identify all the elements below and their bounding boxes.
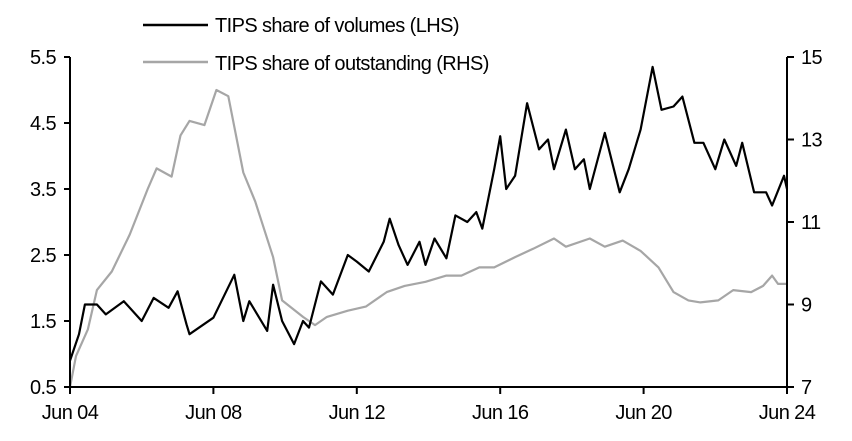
y-left-tick-label: 4.5 <box>30 113 56 135</box>
y-left-tick-label: 0.5 <box>30 377 56 399</box>
legend-label-outstanding: TIPS share of outstanding (RHS) <box>215 53 489 75</box>
y-left-tick-label: 2.5 <box>30 245 56 267</box>
x-tick-label: Jun 24 <box>759 402 816 424</box>
legend-label-volumes: TIPS share of volumes (LHS) <box>215 15 459 37</box>
y-right-tick-label: 15 <box>801 47 823 69</box>
y-right-tick-label: 9 <box>801 295 812 317</box>
legend: TIPS share of volumes (LHS) TIPS share o… <box>143 15 489 75</box>
y-right-tick-label: 11 <box>801 212 821 234</box>
x-tick-label: Jun 16 <box>472 402 529 424</box>
x-tick-label: Jun 12 <box>329 402 386 424</box>
x-tick-label: Jun 20 <box>615 402 672 424</box>
x-tick-label: Jun 08 <box>185 402 242 424</box>
series-line-outstanding <box>68 88 787 388</box>
y-left-tick-label: 5.5 <box>30 47 56 69</box>
y-left-tick-label: 3.5 <box>30 179 56 201</box>
y-right-tick-label: 13 <box>801 130 823 152</box>
series-line-volumes <box>68 65 789 361</box>
y-right-tick-label: 7 <box>801 377 812 399</box>
y-left-tick-label: 1.5 <box>30 311 56 333</box>
x-tick-label: Jun 04 <box>42 402 99 424</box>
